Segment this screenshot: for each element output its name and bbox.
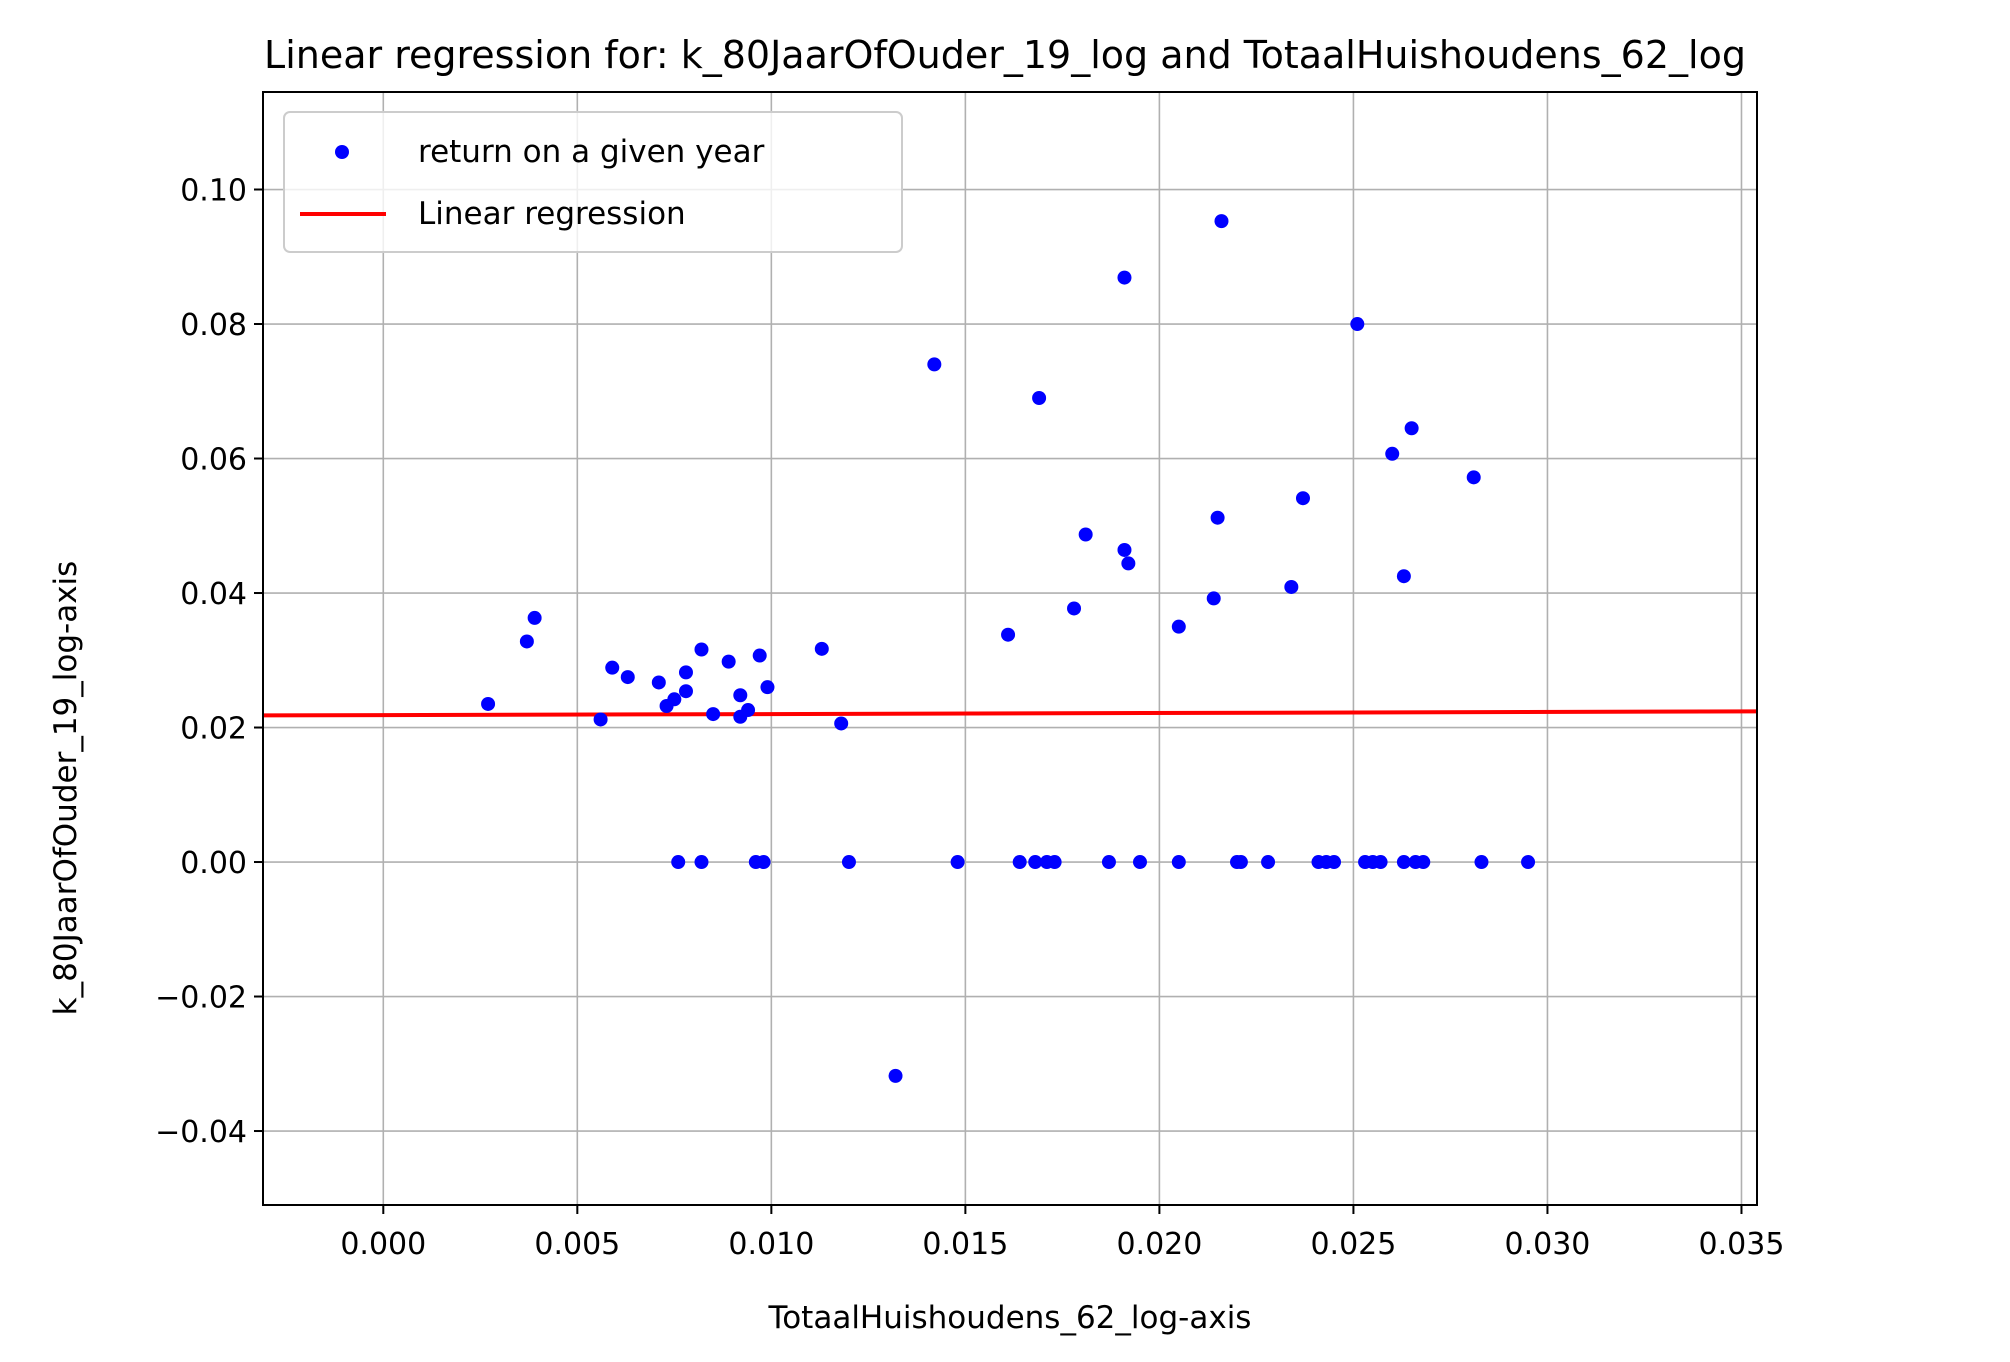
scatter-point [527, 610, 542, 625]
scatter-point [1001, 627, 1016, 642]
legend-label-regression: Linear regression [418, 196, 686, 232]
x-tick-label: 0.000 [340, 1227, 426, 1262]
legend-scatter-marker [335, 145, 349, 159]
scatter-point [1295, 491, 1310, 506]
scatter-point [605, 660, 620, 675]
scatter-points [481, 214, 1536, 1083]
y-tick-label: 0.02 [180, 712, 247, 747]
scatter-point [1385, 446, 1400, 461]
scatter-point [1078, 527, 1093, 542]
plot-frame [262, 91, 1758, 1206]
y-axis-label: k_80JaarOfOuder_19_log-axis [48, 561, 84, 1016]
scatter-point [1284, 579, 1299, 594]
x-tick-label: 0.025 [1310, 1227, 1396, 1262]
scatter-point [1206, 591, 1221, 606]
scatter-point [1117, 270, 1132, 285]
y-tick-label: 0.08 [180, 308, 247, 343]
y-tick-label: 0.06 [180, 443, 247, 478]
scatter-point [1416, 855, 1431, 870]
scatter-point [1350, 317, 1365, 332]
y-tick-label: 0.10 [180, 174, 247, 209]
axis-ticks: 0.000 0.005 0.010 0.015 0.020 0.025 0.030 0.035… [155, 174, 1784, 1262]
scatter-point [1012, 855, 1027, 870]
scatter-point [927, 357, 942, 372]
scatter-point [1067, 601, 1082, 616]
scatter-point [1101, 855, 1116, 870]
scatter-point [1028, 855, 1043, 870]
scatter-point [760, 680, 775, 695]
scatter-point [481, 696, 496, 711]
regression-line [262, 709, 1758, 718]
scatter-point [651, 675, 666, 690]
x-tick-label: 0.020 [1116, 1227, 1202, 1262]
x-tick-label: 0.030 [1505, 1227, 1591, 1262]
scatter-point [593, 712, 608, 727]
scatter-point [620, 670, 635, 685]
legend-box [283, 111, 903, 253]
scatter-point [678, 684, 693, 699]
scatter-point [752, 648, 767, 663]
scatter-point [519, 634, 534, 649]
y-tick-label: 0.04 [180, 577, 247, 612]
chart-title: Linear regression for: k_80JaarOfOuder_1… [264, 33, 1746, 77]
scatter-point [1233, 855, 1248, 870]
scatter-point [841, 855, 856, 870]
scatter-point [814, 641, 829, 656]
scatter-point [1117, 542, 1132, 557]
scatter-point [888, 1068, 903, 1083]
scatter-point [1171, 619, 1186, 634]
scatter-point [671, 855, 686, 870]
scatter-point [1396, 855, 1411, 870]
scatter-point [1466, 470, 1481, 485]
scatter-point [1404, 421, 1419, 436]
scatter-point [1047, 855, 1062, 870]
scatter-point [1521, 855, 1536, 870]
scatter-point [694, 855, 709, 870]
y-tick-label: 0.00 [180, 846, 247, 881]
y-tick-label: −0.04 [155, 1115, 247, 1150]
x-tick-label: 0.005 [534, 1227, 620, 1262]
scatter-point [1373, 855, 1388, 870]
scatter-point [1214, 214, 1229, 229]
x-axis-label: TotaalHuishoudens_62_log-axis [768, 1300, 1252, 1336]
scatter-point [706, 707, 721, 722]
x-tick-label: 0.010 [728, 1227, 814, 1262]
legend: return on a given year Linear regression [283, 111, 903, 253]
scatter-point [1474, 855, 1489, 870]
scatter-point [733, 688, 748, 703]
scatter-point [1396, 569, 1411, 584]
grid-lines [263, 92, 1757, 1205]
scatter-point [694, 642, 709, 657]
scatter-point [678, 665, 693, 680]
scatter-point [1032, 390, 1047, 405]
regression-layer [262, 709, 1758, 718]
scatter-point [1121, 556, 1136, 571]
scatter-point [1171, 855, 1186, 870]
scatter-point [667, 692, 682, 707]
y-tick-label: −0.02 [155, 981, 247, 1016]
x-tick-label: 0.035 [1699, 1227, 1785, 1262]
scatter-point [741, 703, 756, 718]
scatter-point [756, 855, 771, 870]
x-tick-label: 0.015 [922, 1227, 1008, 1262]
scatter-point [834, 716, 849, 731]
scatter-point [1210, 510, 1225, 525]
scatter-point [1327, 855, 1342, 870]
scatter-point [1261, 855, 1276, 870]
scatter-point [950, 855, 965, 870]
legend-label-scatter: return on a given year [418, 134, 765, 170]
scatter-point [1132, 855, 1147, 870]
scatter-point [721, 654, 736, 669]
